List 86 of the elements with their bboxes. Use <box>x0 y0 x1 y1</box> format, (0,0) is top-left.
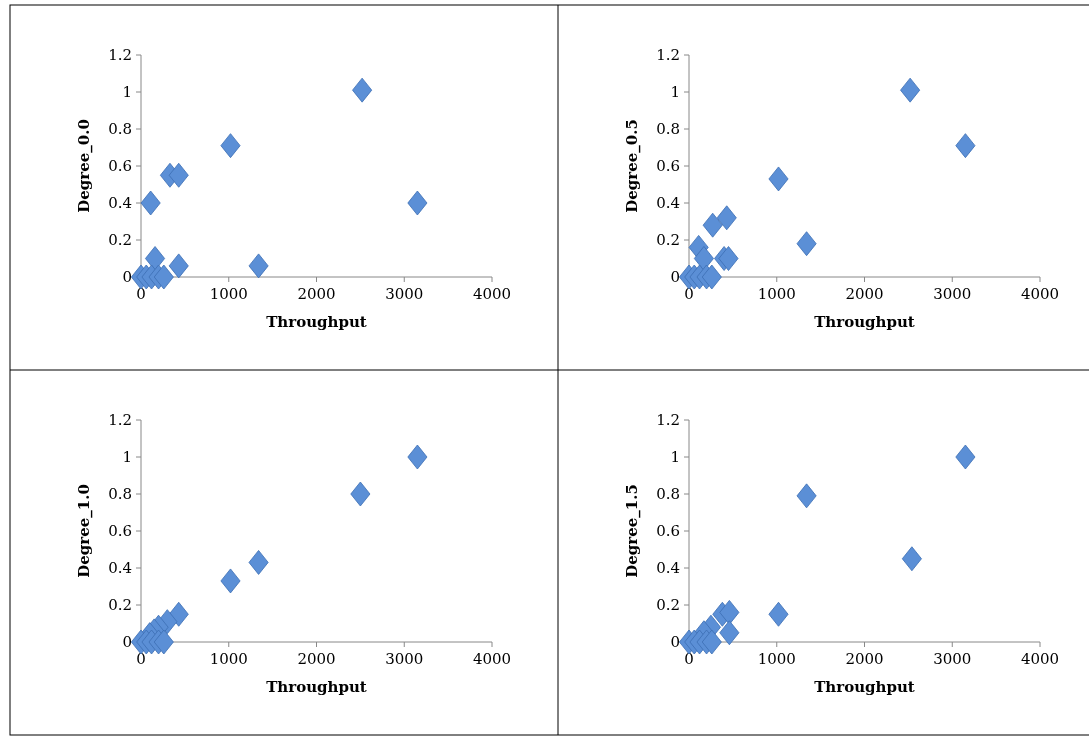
y-tick-label: 1 <box>122 83 132 101</box>
point <box>796 231 817 257</box>
point <box>955 133 976 159</box>
y-axis-title: Degree_1.0 <box>75 484 93 578</box>
y-tick-label: 0.2 <box>656 596 680 614</box>
x-tick-label: 2000 <box>845 285 884 303</box>
y-tick-label: 0.8 <box>108 485 132 503</box>
x-tick-label: 1000 <box>757 650 796 668</box>
point <box>168 601 189 627</box>
y-tick-label: 1 <box>670 83 680 101</box>
y-tick-label: 1.2 <box>108 411 132 429</box>
point <box>248 253 269 279</box>
x-tick-label: 0 <box>136 285 146 303</box>
x-tick-label: 4000 <box>1020 285 1060 303</box>
point <box>719 600 740 625</box>
point <box>701 264 722 290</box>
y-tick-label: 1.2 <box>108 46 132 64</box>
y-tick-label: 1.2 <box>656 46 680 64</box>
y-tick-label: 0 <box>670 268 680 286</box>
x-tick-label: 4000 <box>472 285 512 303</box>
point <box>145 246 166 271</box>
y-axis-title: Degree_0.0 <box>75 119 93 213</box>
x-tick-label: 0 <box>136 650 146 668</box>
x-tick-label: 2000 <box>845 650 884 668</box>
x-tick-label: 4000 <box>1020 650 1060 668</box>
point <box>768 601 789 627</box>
y-tick-label: 0.2 <box>108 231 132 249</box>
point <box>168 253 189 279</box>
y-tick-label: 0.6 <box>108 157 132 175</box>
y-tick-label: 0.8 <box>108 120 132 138</box>
x-tick-label: 4000 <box>472 650 512 668</box>
point <box>140 190 161 216</box>
x-axis-title: Throughput <box>266 313 367 331</box>
y-tick-label: 1.2 <box>656 411 680 429</box>
point <box>220 568 241 594</box>
x-axis-title: Throughput <box>266 678 367 696</box>
x-axis-title: Throughput <box>814 678 915 696</box>
point <box>768 166 789 192</box>
point <box>719 620 740 646</box>
x-tick-label: 1000 <box>209 285 248 303</box>
y-tick-label: 0.8 <box>656 120 680 138</box>
point <box>153 629 174 655</box>
y-tick-label: 0.6 <box>656 522 680 540</box>
point <box>248 550 269 575</box>
point <box>168 162 189 188</box>
x-tick-label: 1000 <box>757 285 796 303</box>
point <box>702 212 723 238</box>
x-tick-label: 3000 <box>933 285 972 303</box>
x-tick-label: 3000 <box>385 285 424 303</box>
y-tick-label: 0.8 <box>656 485 680 503</box>
y-tick-label: 0.6 <box>108 522 132 540</box>
y-tick-label: 0.4 <box>656 194 680 212</box>
y-tick-label: 0 <box>122 268 132 286</box>
y-axis-title: Degree_1.5 <box>623 484 641 578</box>
point <box>701 629 722 655</box>
point <box>900 77 921 103</box>
point <box>407 444 428 470</box>
x-tick-label: 0 <box>684 285 694 303</box>
y-tick-label: 0 <box>670 633 680 651</box>
point <box>220 133 241 159</box>
point <box>796 483 817 509</box>
x-tick-label: 2000 <box>297 650 336 668</box>
y-tick-label: 0.2 <box>108 596 132 614</box>
x-tick-label: 1000 <box>209 650 248 668</box>
x-tick-label: 3000 <box>385 650 424 668</box>
point <box>407 190 428 216</box>
point <box>352 77 373 103</box>
point <box>955 444 976 470</box>
x-axis-title: Throughput <box>814 313 915 331</box>
y-axis-title: Degree_0.5 <box>623 119 641 213</box>
x-tick-label: 3000 <box>933 650 972 668</box>
y-tick-label: 0.6 <box>656 157 680 175</box>
y-tick-label: 0.2 <box>656 231 680 249</box>
y-tick-label: 0.4 <box>108 559 132 577</box>
x-tick-label: 0 <box>684 650 694 668</box>
y-tick-label: 1 <box>670 448 680 466</box>
y-tick-label: 0 <box>122 633 132 651</box>
y-tick-label: 1 <box>122 448 132 466</box>
point <box>153 264 174 290</box>
point <box>716 205 737 231</box>
y-tick-label: 0.4 <box>656 559 680 577</box>
point <box>350 481 371 507</box>
point <box>901 546 922 572</box>
y-tick-label: 0.4 <box>108 194 132 212</box>
point <box>693 246 714 271</box>
x-tick-label: 2000 <box>297 285 336 303</box>
